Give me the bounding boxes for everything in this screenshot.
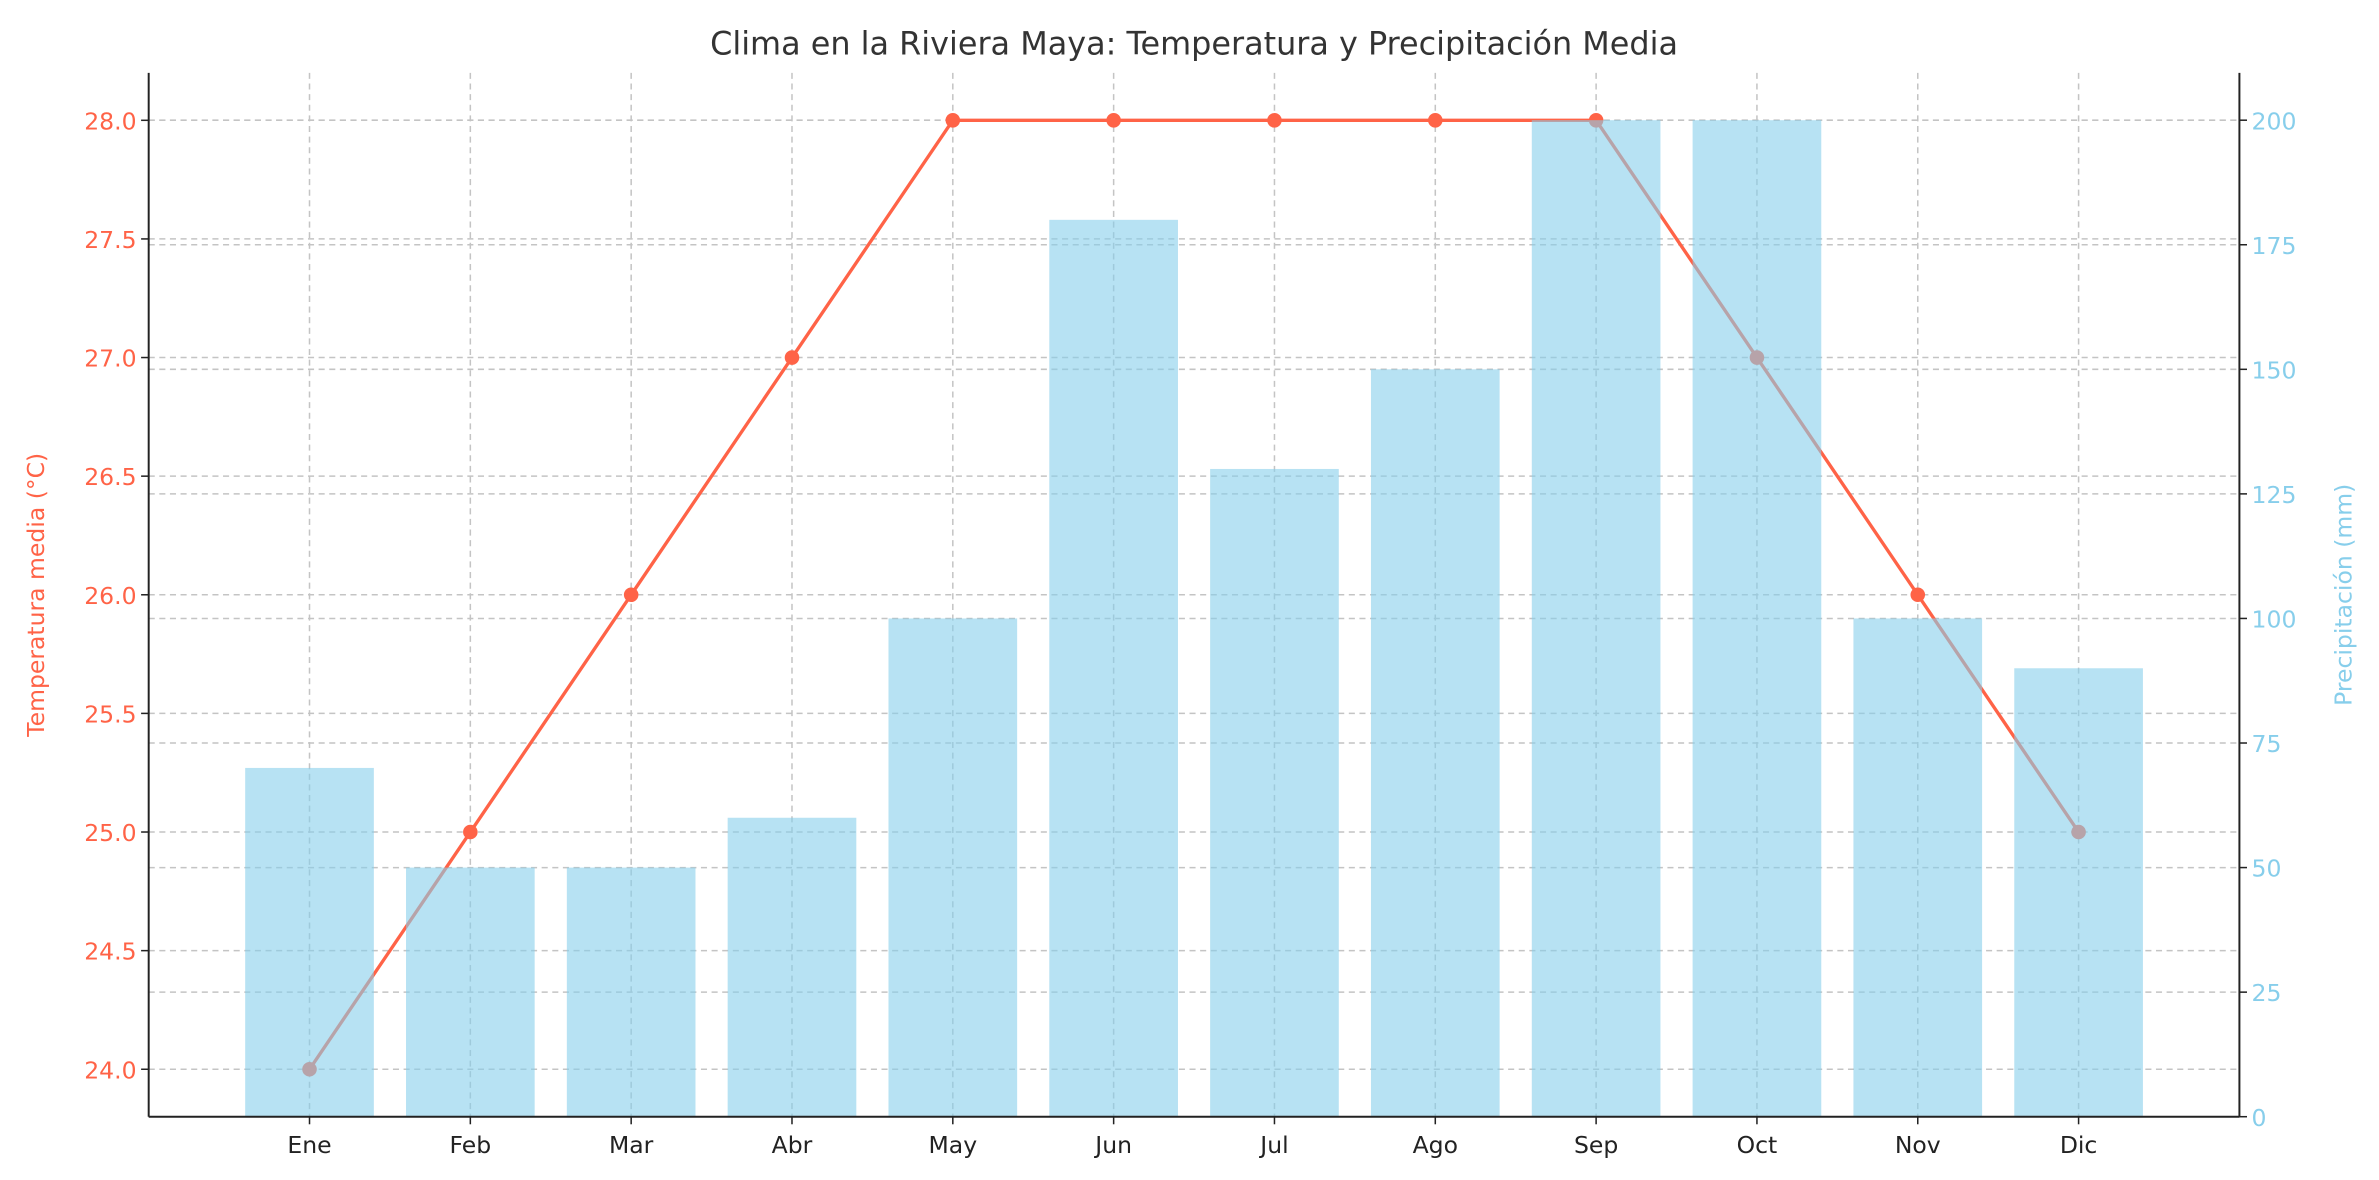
precipitation-bar: [566, 867, 696, 1117]
y-tick-label-right: 100: [2252, 606, 2297, 634]
chart-title: Clima en la Riviera Maya: Temperatura y …: [710, 25, 1678, 63]
x-tick-label: Mar: [609, 1131, 654, 1159]
y-tick-label-left: 28.0: [84, 107, 136, 135]
y-tick-label-left: 26.0: [84, 582, 136, 610]
x-tick-label: Jun: [1093, 1131, 1132, 1159]
axes: Ene Feb Mar Abr May Jun Jul Ago Sep Oct Nov Dic 24.0…: [84, 72, 2297, 1159]
precipitation-bar: [888, 618, 1018, 1117]
temperature-point: [784, 350, 800, 365]
precipitation-bar: [1853, 618, 1983, 1117]
precipitation-bar: [245, 767, 374, 1117]
y-tick-label-right: 150: [2252, 356, 2297, 384]
x-tick-label: Abr: [772, 1131, 813, 1159]
y-tick-label-right: 200: [2252, 107, 2297, 135]
temperature-point: [1910, 587, 1926, 603]
y-tick-label-left: 24.5: [84, 938, 136, 966]
precipitation-bar: [1210, 468, 1339, 1117]
x-tick-label: May: [929, 1131, 978, 1159]
y-tick-label-right: 50: [2252, 855, 2282, 883]
x-tick-label: Ago: [1413, 1131, 1458, 1159]
temperature-point: [1428, 113, 1443, 128]
temperature-point: [463, 824, 478, 840]
precipitation-bar: [727, 817, 857, 1117]
precipitation-bar: [1692, 120, 1822, 1117]
y-tick-label-right: 175: [2252, 232, 2297, 260]
x-tick-label: Ene: [287, 1131, 331, 1159]
x-tick-label: Jul: [1258, 1131, 1288, 1159]
y-tick-label-right: 0: [2252, 1104, 2267, 1132]
precipitation-bar: [406, 867, 535, 1117]
x-tick-label: Sep: [1574, 1131, 1618, 1159]
x-tick-label: Nov: [1895, 1131, 1941, 1159]
temperature-point: [623, 587, 639, 603]
temperature-point: [1267, 113, 1282, 128]
x-tick-label: Oct: [1737, 1131, 1778, 1159]
y-tick-label-left: 25.5: [84, 701, 136, 729]
x-tick-label: Dic: [2060, 1131, 2098, 1159]
y-tick-label-left: 24.0: [84, 1056, 136, 1084]
y-axis-left-label: Temperatura media (°C): [22, 453, 50, 738]
y-tick-label-left: 25.0: [84, 819, 136, 847]
y-tick-label-left: 27.0: [84, 345, 136, 373]
precipitation-series: [245, 120, 2143, 1117]
x-tick-label: Feb: [450, 1131, 492, 1159]
y-axis-right-label: Precipitación (mm): [2330, 484, 2358, 706]
temperature-point: [1106, 113, 1121, 128]
temperature-point: [945, 113, 961, 128]
precipitation-bar: [1049, 219, 1178, 1117]
precipitation-bar: [2014, 668, 2143, 1117]
precipitation-bar: [1370, 369, 1500, 1117]
y-tick-label-right: 25: [2252, 979, 2282, 1007]
y-tick-label-left: 27.5: [84, 226, 136, 254]
y-tick-label-left: 26.5: [84, 463, 136, 491]
precipitation-bar: [1531, 120, 1661, 1117]
y-tick-label-right: 75: [2252, 730, 2282, 758]
y-tick-label-right: 125: [2252, 481, 2297, 509]
